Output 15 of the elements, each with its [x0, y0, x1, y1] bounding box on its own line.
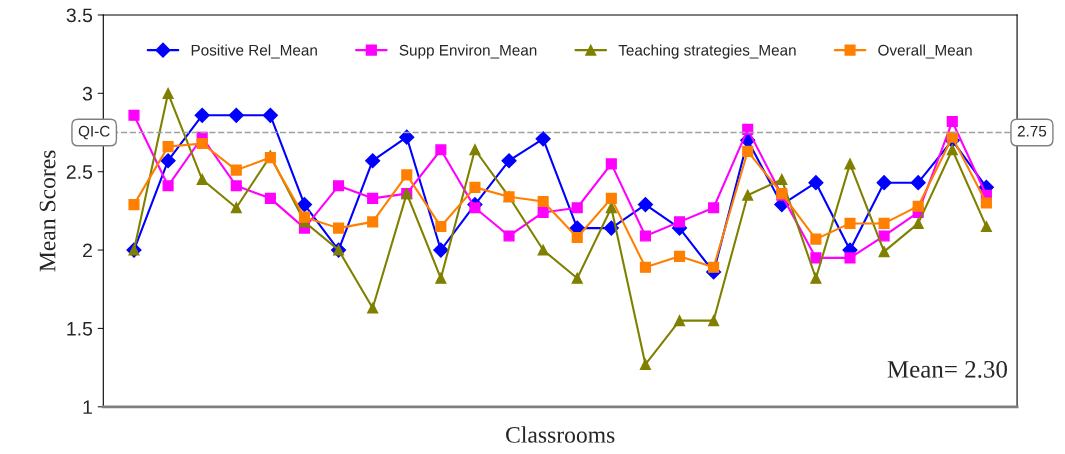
y-tick-label: 2.5	[66, 165, 93, 179]
legend-label: Overall_Mean	[878, 44, 972, 59]
legend-label: Positive Rel_Mean	[191, 44, 317, 59]
y-axis-title: Mean Scores	[39, 150, 56, 272]
y-tick-label: 1.5	[67, 322, 93, 336]
y-tick-label: 3.5	[66, 8, 93, 23]
x-axis-title: Classrooms	[506, 426, 615, 443]
y-tick-label: 1	[83, 400, 92, 414]
y-tick-label: 2	[83, 243, 92, 258]
ref-line-label: 2.75	[1017, 125, 1047, 137]
legend-label: Teaching strategies_Mean	[618, 44, 796, 59]
annotation: Mean= 2.30	[887, 360, 1007, 378]
legend-label: Supp Environ_Mean	[399, 44, 537, 59]
y-tick-label: 3	[82, 86, 93, 101]
annotation: QI-C	[78, 125, 110, 140]
